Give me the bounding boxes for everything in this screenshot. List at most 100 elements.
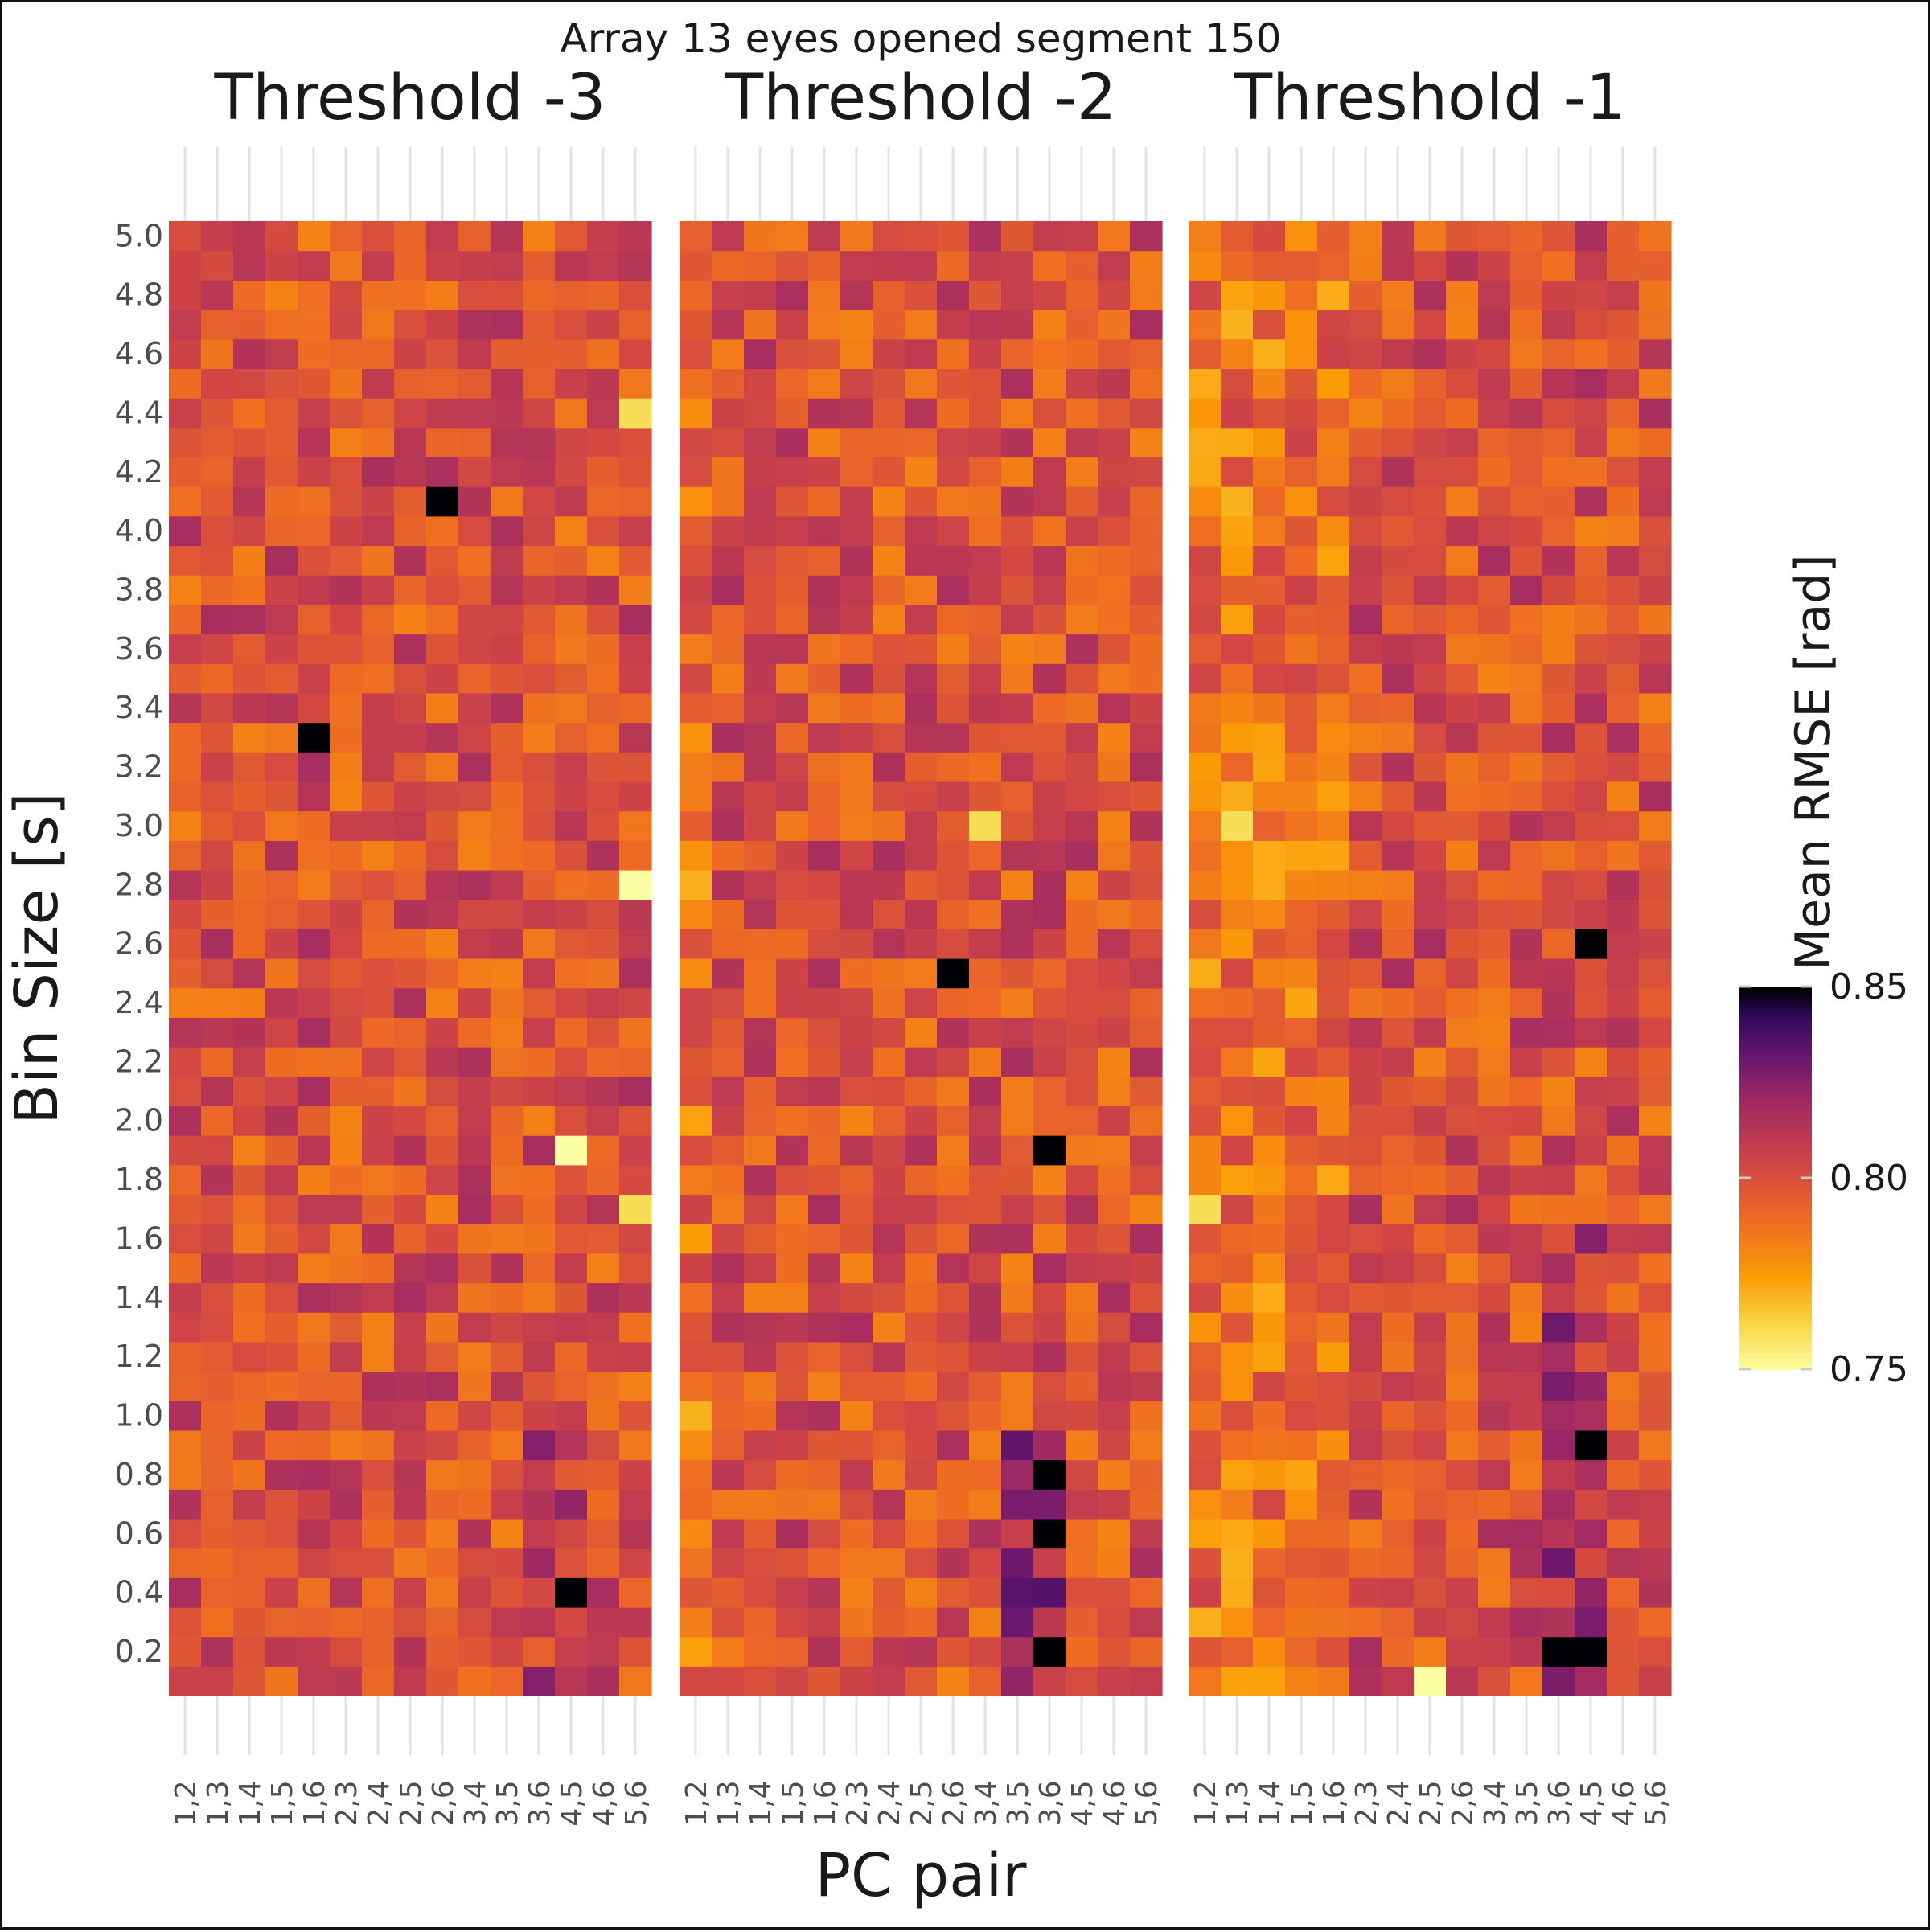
heatmap-cell <box>426 692 459 724</box>
heatmap-cell <box>905 1312 938 1343</box>
heatmap-cell <box>1414 987 1447 1018</box>
heatmap-cell <box>1001 398 1034 429</box>
heatmap-cell <box>1382 1430 1415 1461</box>
heatmap-cell <box>1414 1401 1447 1431</box>
heatmap-cell <box>298 781 331 812</box>
heatmap-cell <box>969 1371 1002 1401</box>
heatmap-cell <box>394 280 427 310</box>
heatmap-cell <box>619 1518 652 1549</box>
heatmap-cell <box>680 515 712 547</box>
heatmap-cell <box>298 752 331 782</box>
heatmap-cell <box>1478 338 1511 369</box>
heatmap-cell <box>1130 1459 1163 1490</box>
colorbar-segment <box>1739 1151 1812 1156</box>
heatmap-cell <box>1221 427 1254 458</box>
heatmap-cell <box>1001 1401 1034 1431</box>
heatmap-cell <box>937 604 970 635</box>
heatmap-cell <box>1001 1518 1034 1549</box>
heatmap-cell <box>1575 398 1608 429</box>
heatmap-cell <box>1285 987 1318 1018</box>
heatmap-cell <box>873 1224 905 1254</box>
heatmap-cell <box>1446 575 1479 605</box>
heatmap-cell <box>362 987 395 1018</box>
heatmap-cell <box>1130 486 1163 517</box>
heatmap-cell <box>394 1341 427 1372</box>
heatmap-cell <box>619 1548 652 1578</box>
heatmap-cell <box>873 250 905 281</box>
heatmap-cell <box>1130 1047 1163 1077</box>
heatmap-cell <box>426 1312 459 1343</box>
heatmap-cell <box>1221 221 1254 252</box>
heatmap-cell <box>201 1548 234 1578</box>
heatmap-cell <box>1639 810 1672 841</box>
heatmap-cell <box>1510 663 1543 694</box>
heatmap-cell <box>873 929 905 959</box>
heatmap-cell <box>905 1076 938 1106</box>
heatmap-cell <box>298 604 331 635</box>
heatmap-cell <box>776 810 809 841</box>
heatmap-cell <box>491 722 524 753</box>
heatmap-cell <box>362 840 395 871</box>
heatmap-cell <box>233 1341 266 1372</box>
heatmap-cell <box>1575 575 1608 605</box>
heatmap-cell <box>1001 1282 1034 1313</box>
heatmap-cell <box>426 752 459 782</box>
heatmap-cell <box>458 1135 491 1166</box>
colorbar-segment <box>1739 1178 1812 1183</box>
heatmap-cell <box>1414 545 1447 576</box>
heatmap-cell <box>330 250 363 281</box>
heatmap-cell <box>1639 457 1672 487</box>
heatmap-cell <box>555 1047 588 1077</box>
heatmap-cell <box>1478 1312 1511 1343</box>
heatmap-cell <box>1607 1047 1640 1077</box>
heatmap-cell <box>362 457 395 487</box>
heatmap-cell <box>680 1047 712 1077</box>
heatmap-cell <box>873 1282 905 1313</box>
heatmap-cell <box>873 899 905 929</box>
heatmap-cell <box>1349 1253 1382 1284</box>
heatmap-cell <box>619 781 652 812</box>
heatmap-cell <box>426 899 459 929</box>
heatmap-cell <box>1446 1577 1479 1608</box>
colorbar-segment <box>1739 1242 1812 1248</box>
heatmap-cell <box>969 1430 1002 1461</box>
heatmap-cell <box>1478 1105 1511 1136</box>
heatmap-cell <box>233 1401 266 1431</box>
heatmap-cell <box>680 1282 712 1313</box>
heatmap-cell <box>587 752 620 782</box>
heatmap-cell <box>1130 250 1163 281</box>
heatmap-cell <box>233 1253 266 1284</box>
heatmap-cell <box>1607 958 1640 989</box>
colorbar-segment <box>1739 1231 1812 1237</box>
heatmap-cell <box>680 1135 712 1166</box>
heatmap-cell <box>201 398 234 429</box>
heatmap-cell <box>1221 515 1254 547</box>
x-tick-label: 5,6 <box>1131 1780 1164 1826</box>
heatmap-cell <box>937 1135 970 1166</box>
heatmap-cell <box>1130 310 1163 340</box>
heatmap-cell <box>523 515 556 547</box>
heatmap-cell <box>1221 869 1254 900</box>
heatmap-cell <box>840 752 873 782</box>
heatmap-cell <box>1607 604 1640 635</box>
heatmap-cell <box>1414 457 1447 487</box>
heatmap-cell <box>1221 634 1254 664</box>
heatmap-cell <box>201 869 234 900</box>
heatmap-cell <box>1066 1489 1098 1520</box>
heatmap-cell <box>169 398 202 429</box>
heatmap-cell <box>362 545 395 576</box>
heatmap-cell <box>1414 1164 1447 1196</box>
heatmap-cell <box>1098 869 1131 900</box>
heatmap-cell <box>1542 545 1575 576</box>
heatmap-cell <box>969 929 1002 959</box>
heatmap-cell <box>1478 1164 1511 1196</box>
heatmap-cell <box>1639 486 1672 517</box>
heatmap-cell <box>265 1164 298 1196</box>
colorbar-segment <box>1739 1296 1812 1302</box>
heatmap-cell <box>1221 486 1254 517</box>
heatmap-cell <box>808 515 841 547</box>
heatmap-cell <box>840 987 873 1018</box>
heatmap-cell <box>680 1459 712 1490</box>
heatmap-cell <box>1478 840 1511 871</box>
heatmap-cell <box>587 338 620 369</box>
